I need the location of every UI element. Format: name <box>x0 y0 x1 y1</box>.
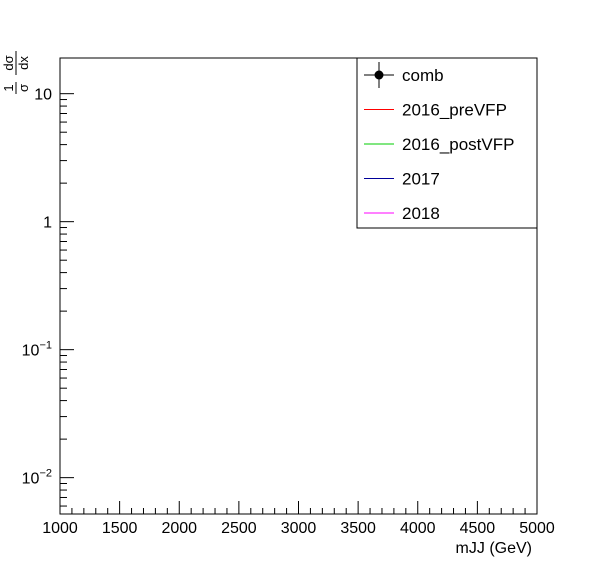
legend-entry: comb <box>364 62 444 88</box>
legend-entry: 2018 <box>364 204 440 223</box>
legend-label: 2016_postVFP <box>402 135 514 154</box>
legend-label: 2016_preVFP <box>402 101 507 120</box>
x-tick-label: 5000 <box>519 520 555 537</box>
legend-entry: 2016_preVFP <box>364 101 507 120</box>
y-title-den-2: dx <box>16 56 31 70</box>
x-axis: 1000 1500 2000 2500 3000 3500 4000 4500 5000 <box>42 501 555 537</box>
y-tick-base: 10 <box>22 471 40 488</box>
legend-box <box>356 57 538 229</box>
x-tick-label: 2500 <box>221 520 257 537</box>
legend: comb 2016_preVFP 2016_postVFP 2017 2018 <box>356 57 538 229</box>
legend-marker <box>374 70 384 80</box>
x-tick-label: 1500 <box>102 520 138 537</box>
x-tick-label: 3000 <box>281 520 317 537</box>
legend-label: comb <box>402 66 444 85</box>
y-tick-exponent: −1 <box>39 340 52 352</box>
legend-label: 2018 <box>402 204 440 223</box>
legend-label: 2017 <box>402 170 440 189</box>
y-title-num-2: dσ <box>1 55 16 70</box>
x-tick-label: 1000 <box>42 520 78 537</box>
x-tick-label: 2000 <box>161 520 197 537</box>
y-tick-exponent: −2 <box>39 468 52 480</box>
y-tick-label: 10 <box>34 87 52 104</box>
legend-entry: 2017 <box>364 170 440 189</box>
legend-entry: 2016_postVFP <box>364 135 514 154</box>
y-title-den-1: σ <box>16 84 31 92</box>
y-tick-base: 10 <box>22 343 40 360</box>
y-axis-title: 1 σ dσ dx <box>1 51 31 94</box>
y-tick-label: 1 <box>43 215 52 232</box>
y-title-num-1: 1 <box>1 84 16 91</box>
x-tick-label: 4000 <box>400 520 436 537</box>
y-tick-label: 10−2 <box>22 468 52 488</box>
y-tick-base: 1 <box>43 215 52 232</box>
y-tick-label: 10−1 <box>22 340 52 360</box>
y-tick-base: 10 <box>34 87 52 104</box>
x-tick-label: 4500 <box>460 520 496 537</box>
x-axis-title: mJJ (GeV) <box>456 540 532 557</box>
x-tick-label: 3500 <box>340 520 376 537</box>
